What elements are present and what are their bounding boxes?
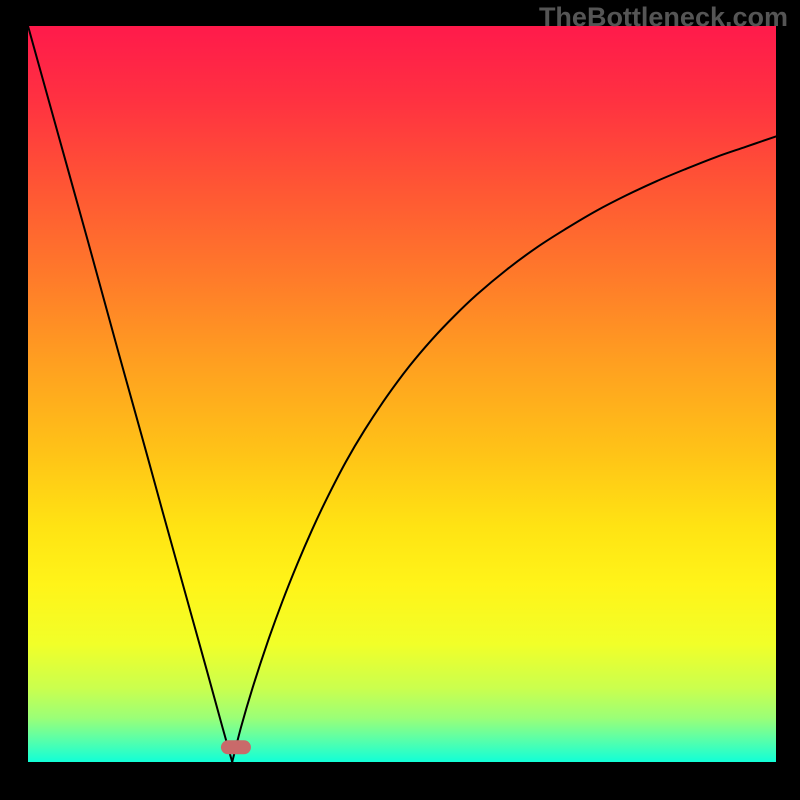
chart-frame: TheBottleneck.com xyxy=(0,0,800,800)
minimum-marker xyxy=(221,740,251,754)
gradient-background xyxy=(28,26,776,762)
watermark-text: TheBottleneck.com xyxy=(539,2,788,33)
plot-svg xyxy=(28,26,776,762)
plot-area xyxy=(28,26,776,762)
